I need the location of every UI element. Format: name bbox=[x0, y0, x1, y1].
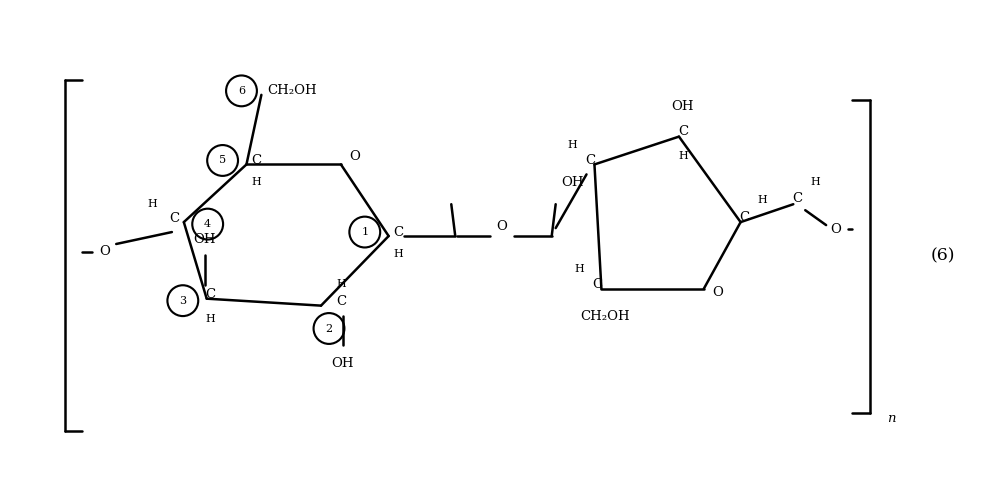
Text: C: C bbox=[592, 278, 602, 291]
Text: 5: 5 bbox=[219, 155, 226, 166]
Text: C: C bbox=[792, 192, 802, 205]
Text: H: H bbox=[757, 195, 767, 205]
Text: H: H bbox=[336, 279, 346, 289]
Text: (6): (6) bbox=[930, 247, 955, 264]
Text: H: H bbox=[574, 264, 584, 274]
Text: OH: OH bbox=[332, 357, 355, 370]
Text: C: C bbox=[394, 226, 404, 239]
Text: C: C bbox=[678, 125, 688, 138]
Text: OH: OH bbox=[671, 100, 694, 113]
Text: O: O bbox=[830, 223, 841, 236]
Text: 1: 1 bbox=[362, 227, 369, 237]
Text: C: C bbox=[206, 288, 216, 301]
Text: C: C bbox=[252, 154, 262, 167]
Text: n: n bbox=[887, 412, 896, 425]
Text: H: H bbox=[810, 177, 820, 187]
Text: 4: 4 bbox=[204, 219, 211, 229]
Text: 3: 3 bbox=[179, 296, 187, 306]
Text: 2: 2 bbox=[326, 323, 333, 333]
Text: OH: OH bbox=[194, 232, 216, 245]
Text: H: H bbox=[567, 139, 577, 150]
Text: C: C bbox=[739, 211, 749, 224]
Text: O: O bbox=[99, 245, 110, 258]
Text: O: O bbox=[497, 220, 507, 233]
Text: CH₂OH: CH₂OH bbox=[580, 310, 630, 323]
Text: O: O bbox=[350, 150, 361, 163]
Text: H: H bbox=[252, 177, 262, 187]
Text: C: C bbox=[336, 295, 346, 308]
Text: OH: OH bbox=[561, 176, 583, 189]
Text: H: H bbox=[147, 199, 157, 209]
Text: 6: 6 bbox=[238, 86, 245, 96]
Text: C: C bbox=[585, 154, 595, 167]
Text: H: H bbox=[394, 249, 404, 259]
Text: C: C bbox=[169, 212, 179, 225]
Text: H: H bbox=[678, 151, 688, 162]
Text: O: O bbox=[712, 286, 723, 299]
Text: CH₂OH: CH₂OH bbox=[268, 84, 317, 97]
Text: H: H bbox=[206, 314, 216, 324]
